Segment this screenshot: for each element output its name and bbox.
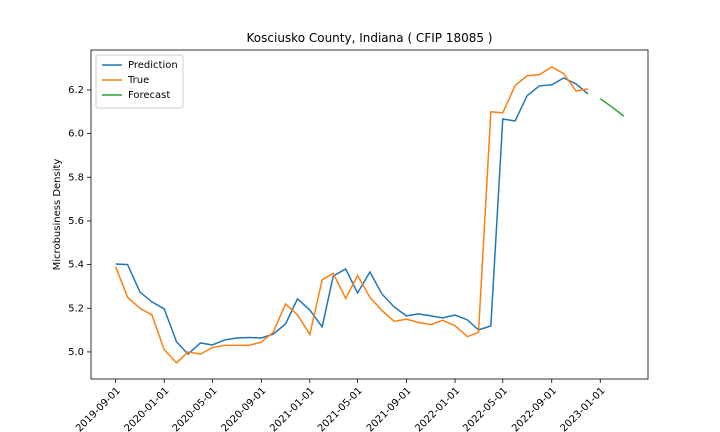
plot-frame: [90, 49, 649, 380]
y-tick-label: 6.0: [68, 129, 84, 140]
line: [599, 98, 625, 117]
legend-label: True: [127, 75, 149, 86]
legend-label: Prediction: [128, 60, 178, 71]
chart-title: Kosciusko County, Indiana ( CFIP 18085 ): [247, 31, 493, 45]
y-tick-label: 5.0: [68, 347, 84, 358]
y-tick-label: 5.4: [68, 260, 84, 271]
legend-label: Forecast: [128, 90, 170, 101]
y-tick-label: 5.6: [68, 216, 84, 227]
line: [114, 66, 589, 364]
y-tick-label: 5.2: [68, 303, 84, 314]
legend: Prediction True Forecast: [95, 54, 184, 109]
y-axis-label: Microbusiness Density: [52, 159, 63, 271]
y-tick-label: 6.2: [68, 85, 84, 96]
y-tick-label: 5.8: [68, 172, 84, 183]
line: [115, 77, 589, 356]
